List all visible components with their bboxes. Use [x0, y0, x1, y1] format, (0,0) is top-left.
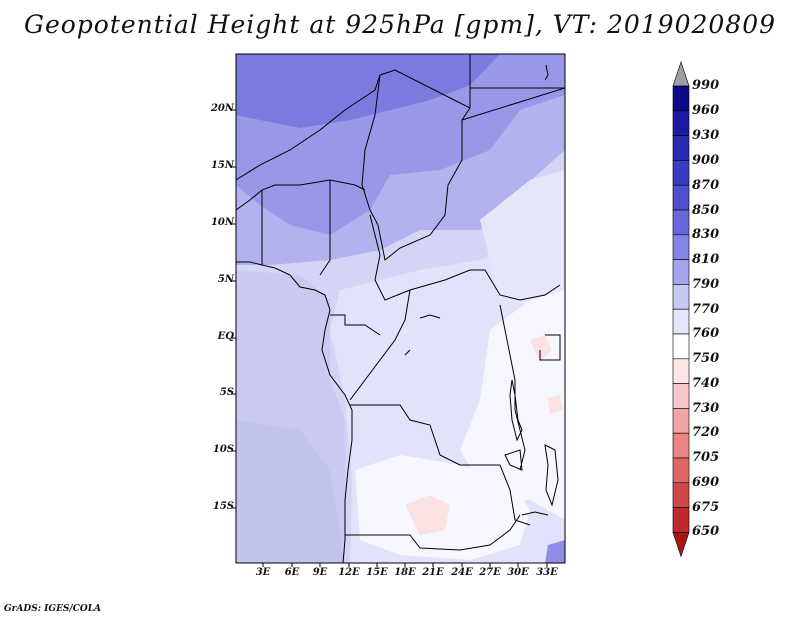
grads-credit: GrADS: IGES/COLA [4, 604, 102, 614]
colorbar-box [672, 234, 690, 260]
field-pink-750-c [548, 395, 563, 414]
colorbar-label-705: 705 [692, 450, 720, 465]
colorbar-label-850: 850 [692, 203, 720, 218]
field-sw-ocean [236, 420, 345, 563]
colorbar-box [672, 507, 690, 533]
field-pink-750-a [405, 495, 450, 535]
colorbar-label-990: 990 [692, 78, 720, 93]
colorbar-box [672, 110, 690, 136]
border-northeast [461, 87, 565, 121]
field-pink-750-b [530, 335, 552, 362]
colorbar-box [672, 408, 690, 434]
border-west-africa [261, 180, 331, 276]
height-field [236, 54, 565, 563]
colorbar-label-870: 870 [692, 178, 720, 193]
border-north [236, 54, 471, 181]
colorbar-box [672, 333, 690, 360]
lon-label-3e: 3E [255, 567, 271, 578]
colorbar-label-740: 740 [692, 376, 720, 391]
border-congo [349, 289, 411, 401]
field-se-830 [545, 540, 565, 563]
border-angola-drc [350, 404, 531, 526]
colorbar-label-750: 750 [692, 351, 720, 366]
colorbar-box [672, 184, 690, 211]
colorbar-label-730: 730 [692, 401, 720, 416]
colorbar-box [672, 358, 690, 384]
colorbar-label-790: 790 [692, 277, 720, 292]
lon-label-33e: 33E [536, 567, 558, 578]
chart-title: Geopotential Height at 925hPa [gpm], VT:… [23, 10, 777, 39]
map-frame [235, 53, 566, 564]
lake-tanganyika [509, 379, 523, 442]
lon-label-30e: 30E [507, 567, 529, 578]
lon-label-24e: 24E [451, 567, 473, 578]
lon-label-15e: 15E [366, 567, 388, 578]
nile-fragment [544, 64, 549, 81]
colorbar-box [672, 259, 690, 285]
lon-label-21e: 21E [422, 567, 444, 578]
colorbar-label-650: 650 [692, 524, 720, 539]
colorbar-box [672, 135, 690, 161]
lat-label-eq: EQ [217, 331, 234, 342]
coastlines-borders [236, 54, 565, 563]
colorbar-box [672, 383, 690, 409]
colorbar-box [672, 432, 690, 459]
field-east-770 [480, 170, 565, 310]
colorbar-box [672, 85, 690, 112]
lon-label-12e: 12E [338, 567, 360, 578]
west-coastline [236, 261, 353, 563]
lat-label-20n: 20N [210, 103, 234, 114]
lat-label-5s: 5S [219, 387, 234, 398]
border-sahel [236, 179, 366, 211]
lat-label-15s: 15S [212, 501, 234, 512]
rivers-congo [404, 314, 441, 356]
colorbar-label-810: 810 [692, 252, 720, 267]
lat-label-5n: 5N [217, 274, 234, 285]
colorbar-triangle-top [672, 61, 690, 87]
colorbar-box [672, 209, 690, 236]
axis-ticks [231, 109, 548, 567]
colorbar [672, 61, 690, 558]
lake-malawi [544, 444, 559, 507]
colorbar-box [672, 482, 690, 508]
lat-label-10n: 10N [210, 217, 234, 228]
colorbar-label-760: 760 [692, 326, 720, 341]
lon-label-27e: 27E [479, 567, 501, 578]
lon-label-6e: 6E [284, 567, 300, 578]
colorbar-label-675: 675 [692, 500, 720, 515]
field-north-850 [236, 54, 500, 128]
colorbar-box [672, 308, 690, 335]
colorbar-label-720: 720 [692, 425, 720, 440]
lat-label-15n: 15N [210, 160, 234, 171]
lake-kariba [521, 511, 549, 516]
colorbar-label-770: 770 [692, 302, 720, 317]
lake-mweru [504, 449, 523, 471]
colorbar-box [672, 284, 690, 310]
border-central-north [361, 74, 471, 261]
colorbar-box [672, 160, 690, 186]
colorbar-label-690: 690 [692, 475, 720, 490]
lat-label-10s: 10S [212, 444, 234, 455]
colorbar-label-900: 900 [692, 153, 720, 168]
border-car [369, 214, 561, 301]
colorbar-box [672, 457, 690, 484]
colorbar-label-960: 960 [692, 103, 720, 118]
lake-victoria [539, 334, 561, 361]
border-gabon [330, 314, 381, 336]
lon-label-9e: 9E [312, 567, 328, 578]
lon-label-18e: 18E [394, 567, 416, 578]
colorbar-triangle-bottom [672, 532, 690, 558]
colorbar-label-830: 830 [692, 227, 720, 242]
colorbar-label-930: 930 [692, 128, 720, 143]
border-southern [345, 514, 521, 551]
